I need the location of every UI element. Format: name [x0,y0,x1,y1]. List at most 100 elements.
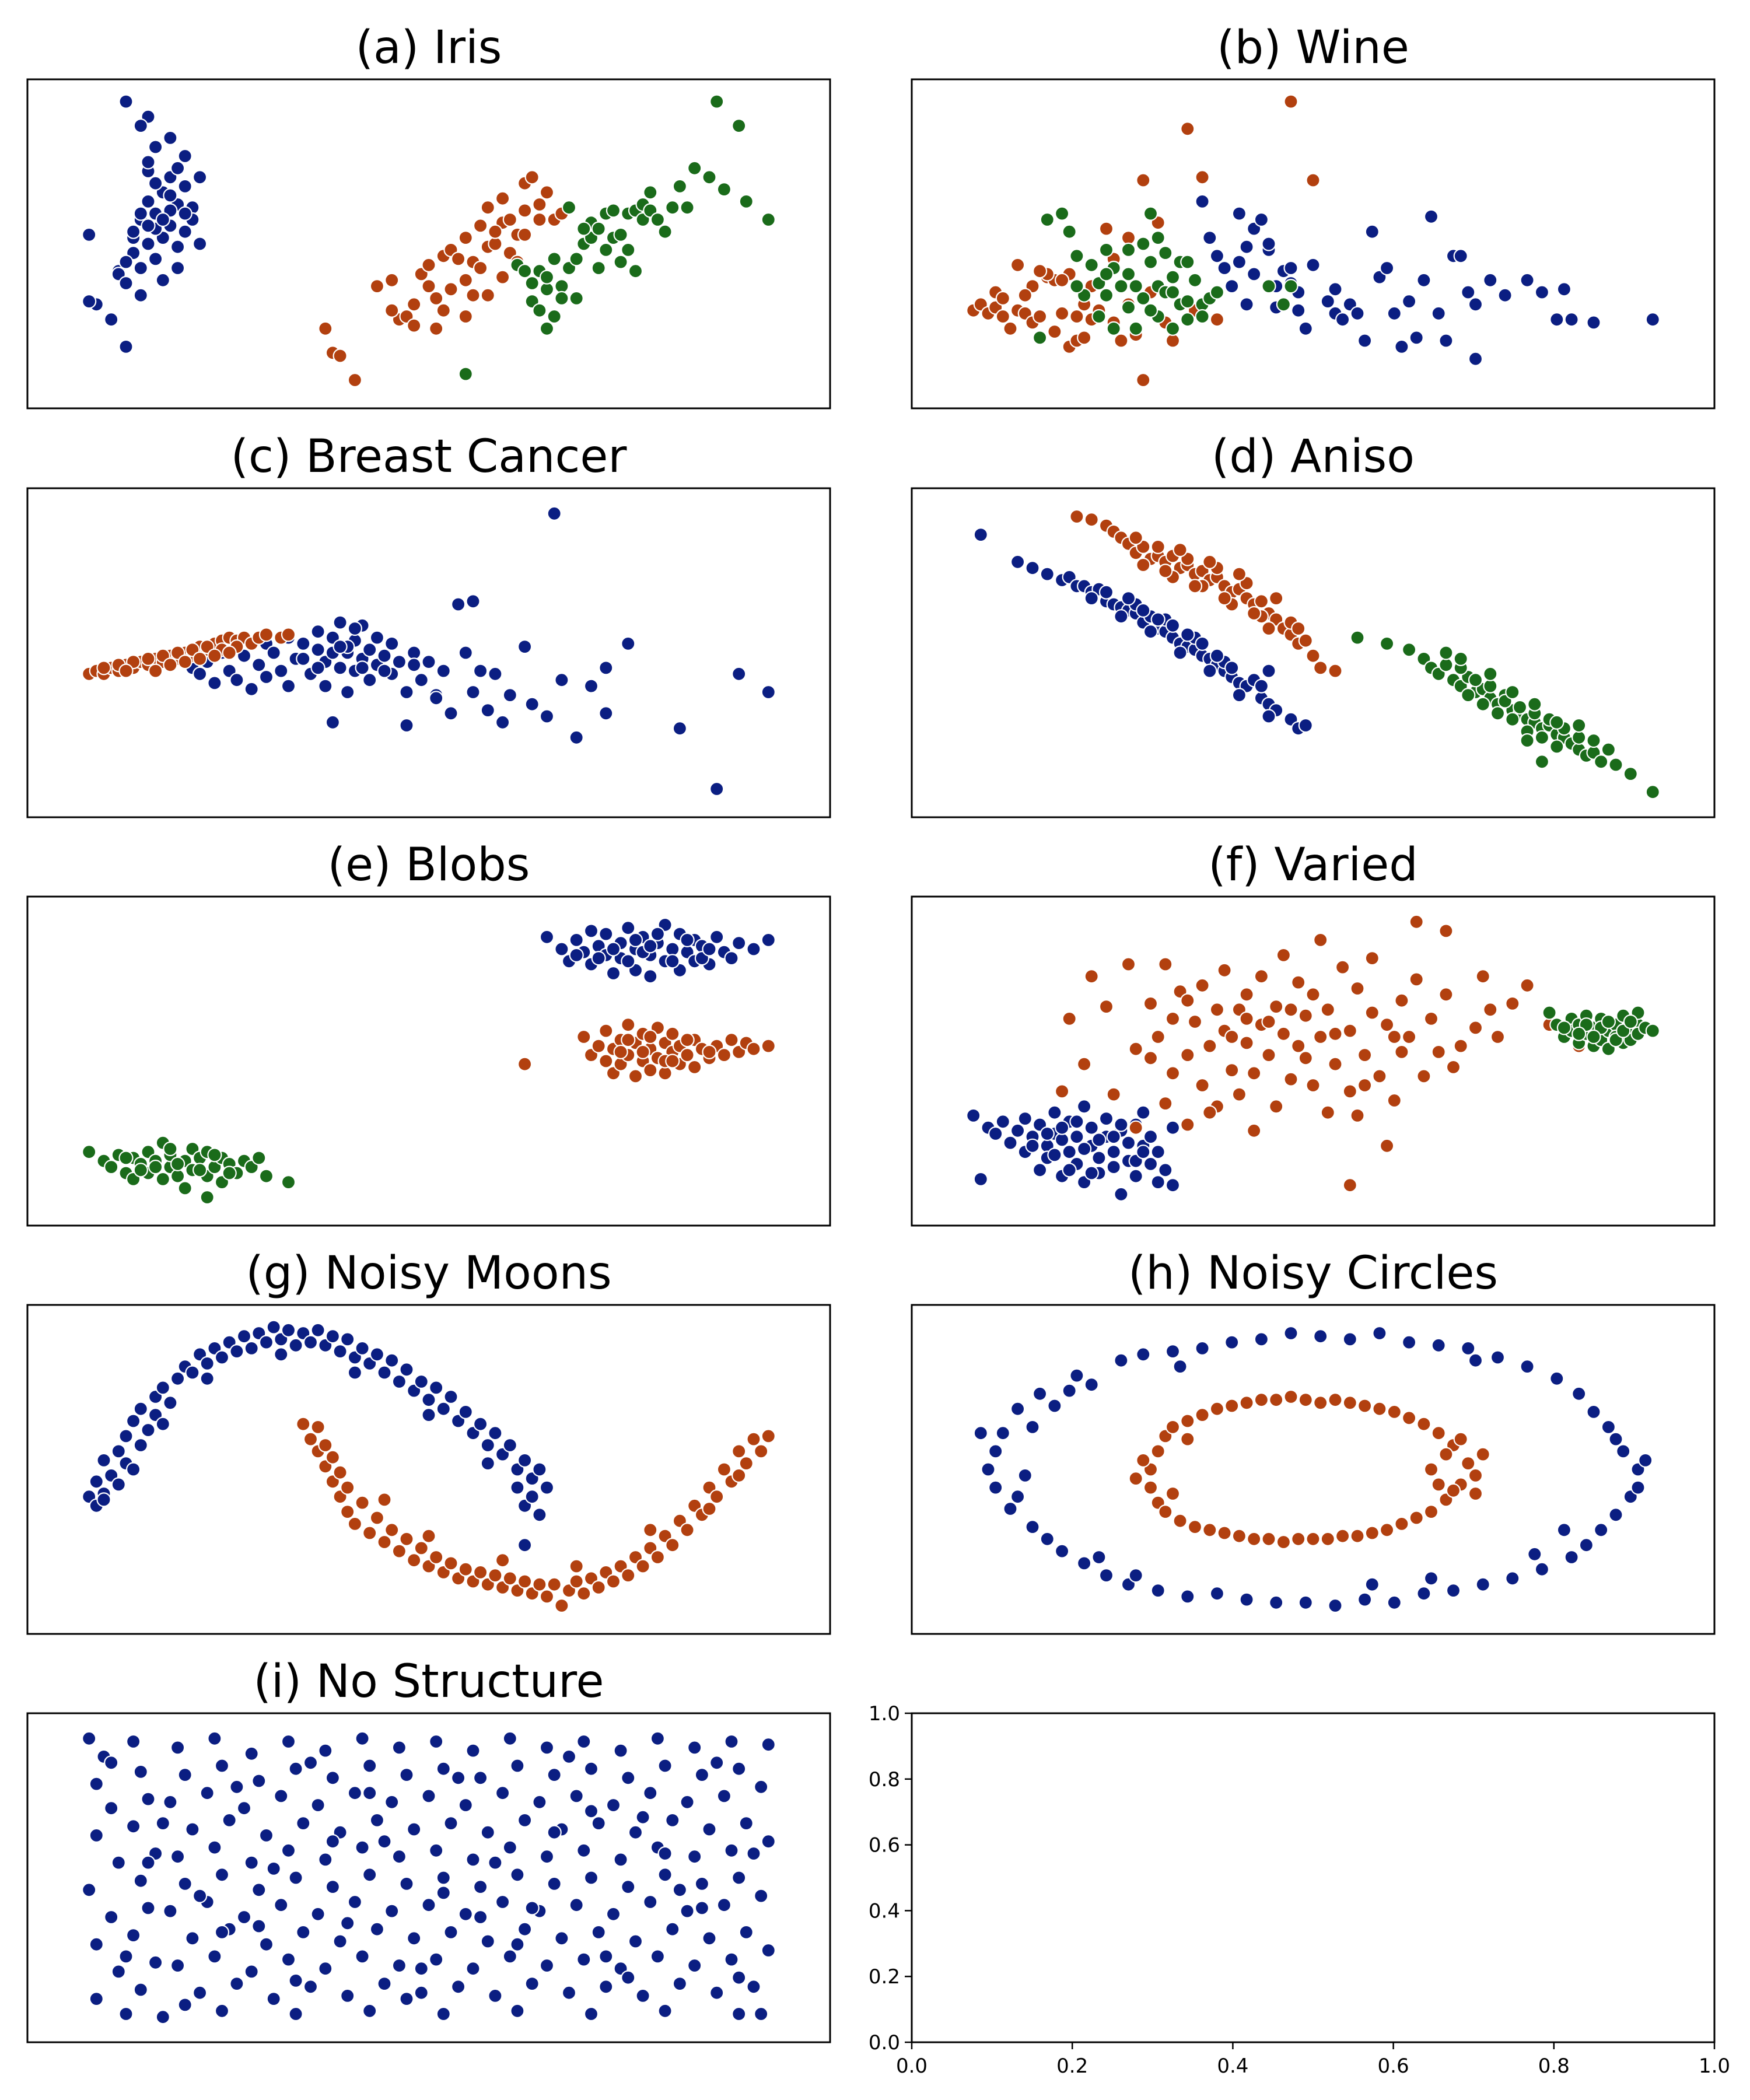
data-point [1350,1528,1365,1544]
data-point [429,1549,444,1565]
data-point [192,170,208,185]
data-point [1409,914,1424,929]
data-point [421,279,436,294]
data-point [1261,236,1276,251]
data-point [517,227,533,242]
data-point [1180,627,1195,642]
data-point [111,1964,126,1979]
data-point [281,1174,296,1190]
data-point [1165,1344,1181,1359]
data-point [547,506,562,521]
data-point [362,1786,377,1801]
data-point [680,932,695,948]
subplot-title: (h) Noisy Circles [1128,1247,1498,1300]
data-point [732,1761,747,1776]
data-point [104,1755,119,1770]
data-point [488,1988,503,2003]
data-point [1025,561,1040,576]
subplot-3: (c) Breast Cancer [26,430,831,818]
axes-frame [26,1712,831,2043]
data-point [1106,1144,1121,1160]
data-point [1098,288,1114,303]
data-point [966,1108,981,1124]
data-point [340,684,355,700]
data-point [995,290,1010,306]
data-point [466,1852,481,1867]
data-point [1017,1468,1032,1483]
data-point [480,200,495,215]
data-point [1143,624,1158,639]
data-point [163,657,178,673]
data-point [973,527,988,542]
data-point [258,1168,274,1184]
data-point [643,939,658,954]
y-tick-label: 1.0 [869,1702,900,1726]
data-point [429,1843,444,1858]
data-point [1534,730,1549,745]
data-point [377,1534,392,1550]
data-point [1247,1531,1262,1546]
data-point [429,691,444,706]
data-point [687,1958,702,1973]
data-point [399,1876,414,1891]
data-point [1150,230,1166,246]
data-point [746,1846,761,1861]
data-point [1261,663,1276,678]
data-point [362,1867,377,1882]
data-point [746,942,761,957]
data-point [1150,1029,1166,1045]
data-point [281,1322,296,1338]
data-point [1402,642,1417,657]
data-point [1328,1056,1343,1072]
data-point [1313,1395,1328,1410]
data-point [554,290,569,306]
y-tick-label: 0.2 [869,1965,900,1989]
data-point [569,1898,584,1913]
data-point [407,1931,422,1946]
data-point [1150,1174,1166,1190]
data-point [1350,306,1365,321]
data-point [1180,1432,1195,1447]
data-point [1136,372,1151,388]
data-point [1556,1522,1572,1538]
series-cluster-0 [82,94,208,355]
subplot-title: (b) Wine [1217,22,1409,74]
data-point [1239,1395,1254,1410]
data-point [82,1144,97,1160]
data-point [163,1794,178,1810]
data-point [347,1516,363,1531]
subplot-10: 0.0 0.2 0.4 0.6 0.8 1.0 0.0 0.2 0.4 0.6 0.8 1.0 [869,1702,1730,2078]
data-point [988,1126,1003,1142]
data-point [1165,1486,1181,1502]
subplot-grid: (a) Iris (b) Wine (c) Breast Cancer (d) Ani… [26,22,1730,2078]
data-point [177,1768,192,1783]
data-point [1247,606,1262,621]
data-point [1047,1105,1062,1120]
data-point [274,663,289,678]
data-point [732,1870,747,1885]
data-point [177,224,192,239]
data-point [450,597,466,612]
data-point [716,1898,732,1913]
subplot-title: (i) No Structure [253,1656,604,1708]
data-point [473,1770,488,1786]
data-point [177,1876,192,1891]
data-point [421,654,436,670]
data-point [443,1389,459,1405]
data-point [1069,309,1084,324]
data-point [414,1374,429,1390]
data-point [1380,636,1395,652]
data-point [318,1437,333,1453]
data-point [399,1992,414,2007]
data-point [244,681,259,696]
data-point [532,1577,547,1592]
data-point [1320,1105,1335,1120]
data-point [1283,94,1298,109]
data-point [1136,1105,1151,1120]
data-point [155,212,170,228]
data-point [591,1038,606,1054]
data-point [82,1731,97,1746]
data-point [1549,715,1564,730]
data-point [310,624,326,639]
data-point [761,1943,776,1958]
